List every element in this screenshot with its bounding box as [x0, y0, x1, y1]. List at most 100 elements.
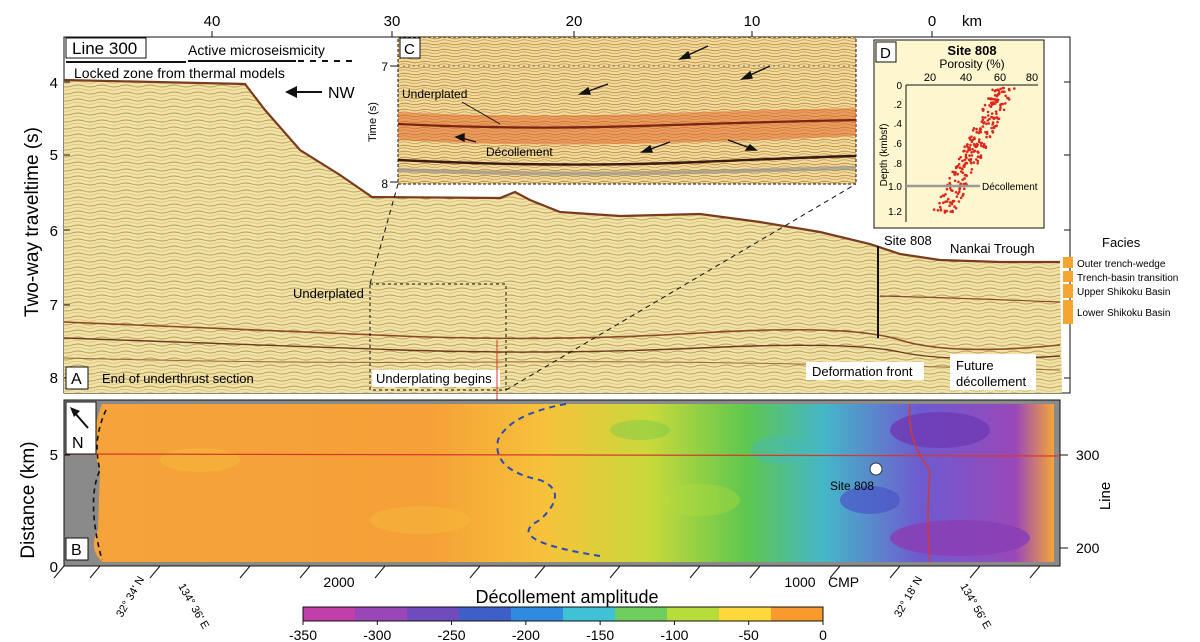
panel-c-y-tick-8: 8 [381, 177, 388, 191]
panel-a-y-ticks: 4 5 6 7 8 [50, 75, 58, 387]
porosity-point [971, 147, 974, 151]
panel-d-y-tick-08: .8 [894, 159, 903, 170]
panel-d: D Site 808 Porosity (%) 20 40 60 80 Dept… [873, 39, 1045, 229]
porosity-point [987, 122, 990, 125]
porosity-point [970, 168, 974, 171]
porosity-point [969, 160, 972, 163]
panel-c-y-tick-7: 7 [381, 60, 388, 74]
facies-legend: Facies Outer trench-wedge Trench-basin t… [1063, 235, 1178, 324]
panel-d-y-tick-06: .6 [894, 139, 903, 150]
panel-d-x-tick-20: 20 [924, 72, 936, 84]
panel-d-letter: D [880, 45, 891, 62]
porosity-point [994, 89, 998, 92]
colorbar-cell [511, 607, 564, 621]
porosity-point [982, 122, 985, 125]
porosity-point [953, 173, 956, 176]
colorbar-cell [667, 607, 720, 621]
panel-c-letter: C [404, 41, 415, 58]
porosity-point [964, 155, 968, 158]
panel-a-y-tick-4: 4 [50, 75, 58, 92]
porosity-point [954, 191, 958, 194]
porosity-point [980, 141, 984, 145]
porosity-point [975, 158, 978, 161]
underplating-begins-label: Underplating begins [376, 371, 492, 386]
porosity-point [956, 192, 960, 195]
colorbar-cell [459, 607, 512, 621]
panel-a-y-tick-5: 5 [50, 147, 58, 164]
porosity-point [981, 108, 984, 111]
porosity-point [998, 91, 1001, 94]
porosity-point [948, 181, 952, 185]
panel-d-y-tick-12: 1.2 [888, 207, 902, 218]
porosity-point [1004, 102, 1007, 105]
porosity-point [1013, 87, 1016, 90]
porosity-point [959, 196, 963, 200]
porosity-point [958, 190, 961, 193]
porosity-point [998, 108, 1002, 112]
porosity-point [950, 202, 954, 206]
decollement-label-c: Décollement [486, 145, 553, 159]
porosity-point [972, 127, 976, 130]
facies-item-lower-shikoku-basin: Lower Shikoku Basin [1077, 308, 1170, 319]
porosity-point [964, 153, 968, 156]
porosity-point [968, 136, 971, 140]
porosity-point [987, 114, 990, 117]
porosity-point [986, 110, 990, 114]
porosity-point [939, 205, 942, 209]
top-axis: 40 30 20 10 0 km [64, 13, 1070, 38]
porosity-point [991, 101, 995, 104]
colorbar-title: Décollement amplitude [475, 587, 658, 607]
porosity-point [986, 119, 989, 122]
porosity-point [939, 208, 943, 211]
porosity-point [966, 143, 969, 146]
panel-a-y-label: Two-way traveltime (s) [22, 127, 43, 317]
panel-b-right-tick-200: 200 [1076, 540, 1100, 556]
porosity-point [961, 159, 964, 163]
porosity-point [979, 127, 982, 130]
porosity-point [983, 103, 987, 107]
porosity-point [990, 126, 993, 130]
porosity-point [992, 126, 996, 130]
active-microseismicity-label: Active microseismicity [188, 42, 325, 58]
panel-a-y-tick-6: 6 [50, 223, 58, 240]
panel-c-y-label: Time (s) [367, 102, 379, 142]
porosity-point [985, 135, 988, 139]
porosity-point [963, 145, 966, 148]
porosity-point [980, 144, 983, 148]
porosity-point [999, 103, 1002, 107]
cmp-label: CMP [828, 574, 859, 590]
porosity-point [972, 150, 976, 153]
colorbar: Décollement amplitude -350 -300 -250 -200 -1… [289, 587, 827, 642]
porosity-point [948, 201, 952, 204]
porosity-point [995, 112, 998, 116]
colorbar-tick-label: -250 [438, 627, 466, 642]
porosity-point [958, 166, 962, 169]
porosity-point [957, 180, 960, 184]
porosity-point [968, 154, 971, 157]
porosity-point [963, 158, 966, 162]
porosity-point [959, 182, 962, 185]
porosity-point [978, 138, 981, 141]
porosity-point [948, 176, 951, 180]
colorbar-tick-label: -150 [586, 627, 614, 642]
porosity-point [991, 88, 994, 92]
porosity-point [957, 200, 961, 203]
colorbar-tick-label: -100 [660, 627, 688, 642]
panel-b-y-tick-0: 0 [50, 559, 58, 576]
seafloor-reflector [63, 78, 1060, 264]
porosity-point [965, 173, 968, 177]
panel-d-y-label: Depth (kmbsf) [879, 124, 890, 187]
underplated-label-a: Underplated [293, 286, 364, 301]
panel-d-y-tick-04: .4 [894, 119, 903, 130]
colorbar-cell [563, 607, 616, 621]
porosity-point [936, 209, 940, 212]
porosity-point [996, 120, 999, 124]
porosity-point [963, 177, 966, 180]
porosity-point [951, 199, 955, 203]
porosity-point [990, 115, 993, 119]
porosity-point [984, 146, 988, 150]
porosity-point [970, 135, 973, 138]
porosity-point [954, 171, 957, 174]
colorbar-cell [407, 607, 460, 621]
porosity-point [944, 200, 947, 203]
